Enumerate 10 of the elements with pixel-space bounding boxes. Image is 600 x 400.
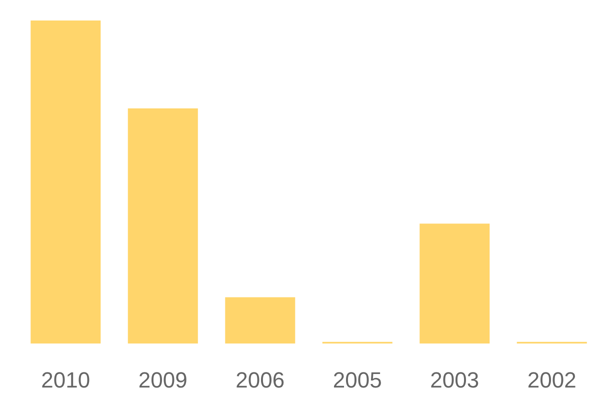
x-tick-label: 2006 — [236, 368, 285, 392]
bar — [128, 108, 198, 344]
x-tick-label: 2010 — [41, 368, 90, 392]
x-tick-label: 2009 — [138, 368, 188, 392]
bar — [420, 224, 490, 344]
x-tick-label: 2002 — [527, 368, 576, 392]
x-tick-label: 2005 — [332, 368, 382, 392]
bar — [225, 297, 296, 344]
bar — [30, 20, 101, 344]
x-tick-label: 2003 — [430, 368, 480, 392]
